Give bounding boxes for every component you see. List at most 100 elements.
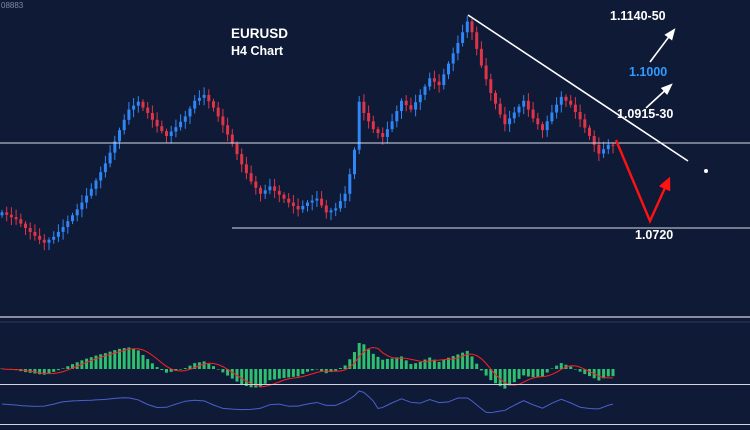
signal-line — [1, 346, 614, 387]
candle-body — [592, 135, 596, 145]
histogram-bar — [423, 359, 427, 369]
candle-body — [573, 104, 577, 113]
candle-body — [301, 205, 305, 210]
candle-body — [428, 78, 432, 87]
candle-body — [89, 188, 93, 196]
histogram-bar — [160, 369, 164, 371]
candle-body — [165, 131, 168, 136]
candle-body — [447, 63, 450, 75]
candle-body — [216, 107, 220, 117]
momentum-oscillator — [1, 390, 614, 414]
histogram-bar — [230, 369, 234, 379]
candle-body — [24, 223, 27, 228]
candle-body — [287, 198, 291, 203]
histogram-bar — [226, 369, 230, 376]
up-arrow-zone-icon — [645, 83, 673, 109]
histogram-bar — [602, 369, 606, 379]
candle-body — [141, 101, 145, 108]
histogram-bar — [432, 359, 436, 369]
timeframe-label: H4 Chart — [231, 44, 284, 58]
histogram-bar — [611, 369, 615, 377]
symbol-label: EURUSD — [231, 26, 289, 41]
histogram-bar — [329, 369, 333, 372]
histogram-bar — [494, 369, 497, 384]
candle-body — [240, 154, 244, 165]
histogram-bar — [479, 369, 483, 371]
candle-body — [357, 101, 361, 150]
histogram-bar — [249, 369, 253, 388]
red-projection-arrow-icon — [614, 139, 671, 225]
histogram-bar — [395, 357, 399, 369]
candle-body — [150, 112, 154, 120]
histogram-bar — [555, 365, 559, 369]
histogram-bar — [451, 356, 455, 369]
candle-body — [400, 100, 403, 112]
histogram-bar — [508, 369, 512, 386]
dot-marker — [704, 169, 708, 173]
histogram-bar — [315, 369, 319, 370]
histogram-bar — [597, 369, 601, 381]
histogram-bar — [465, 350, 469, 369]
candle-body — [555, 104, 559, 113]
candle-body — [146, 107, 150, 113]
candle-body — [235, 143, 239, 155]
histogram-bar — [103, 353, 107, 369]
histogram-bar — [606, 369, 610, 377]
histogram-bar — [367, 349, 371, 369]
candle-body — [14, 217, 18, 220]
histogram-bar — [390, 358, 394, 369]
candle-body — [522, 100, 526, 107]
histogram-bar — [362, 344, 366, 369]
candle-body — [66, 221, 70, 228]
histogram-bar — [531, 369, 535, 378]
candle-body — [362, 101, 366, 113]
candle-body — [414, 102, 418, 110]
candle-body — [353, 149, 356, 175]
candle-body — [230, 134, 234, 144]
candle-body — [588, 127, 591, 136]
price-quote: 08883 — [1, 1, 24, 10]
trendline[interactable] — [467, 14, 689, 162]
candle-body — [174, 127, 178, 132]
histogram-bar — [56, 369, 60, 371]
histogram-bar — [33, 369, 37, 374]
candle-body — [42, 239, 46, 243]
candle-body — [320, 198, 324, 206]
histogram-bar — [188, 365, 192, 369]
histogram-bar — [536, 369, 540, 377]
candle-body — [381, 133, 385, 137]
candle-body — [484, 65, 488, 80]
candle-body — [409, 105, 413, 110]
candle-body — [221, 116, 225, 126]
histogram-bar — [155, 367, 159, 369]
candle-body — [56, 231, 60, 237]
candle-body — [531, 109, 535, 119]
candle-body — [38, 235, 42, 240]
candle-body — [329, 210, 333, 213]
histogram-bar — [146, 359, 150, 369]
candle-body — [432, 78, 436, 82]
histogram-bar — [99, 354, 103, 369]
candle-body — [127, 109, 131, 120]
histogram-bar — [263, 369, 267, 384]
histogram-bar — [259, 369, 262, 388]
candle-body — [263, 190, 267, 194]
histogram-bar — [385, 358, 389, 369]
candle-body — [559, 96, 563, 105]
histogram-bar — [550, 368, 554, 369]
candle-body — [9, 214, 13, 218]
histogram-bar — [179, 369, 183, 370]
histogram-bar — [132, 348, 136, 369]
candle-body — [61, 227, 65, 232]
candle-body — [545, 121, 549, 131]
histogram-bar — [447, 357, 450, 369]
histogram-bar — [291, 369, 295, 377]
candle-body — [489, 79, 493, 93]
candle-body — [418, 94, 422, 103]
histogram-bar — [320, 369, 324, 372]
candle-body — [94, 180, 98, 189]
histogram-bar — [400, 356, 403, 369]
histogram-bar — [118, 348, 121, 369]
histogram-bar — [428, 357, 432, 369]
